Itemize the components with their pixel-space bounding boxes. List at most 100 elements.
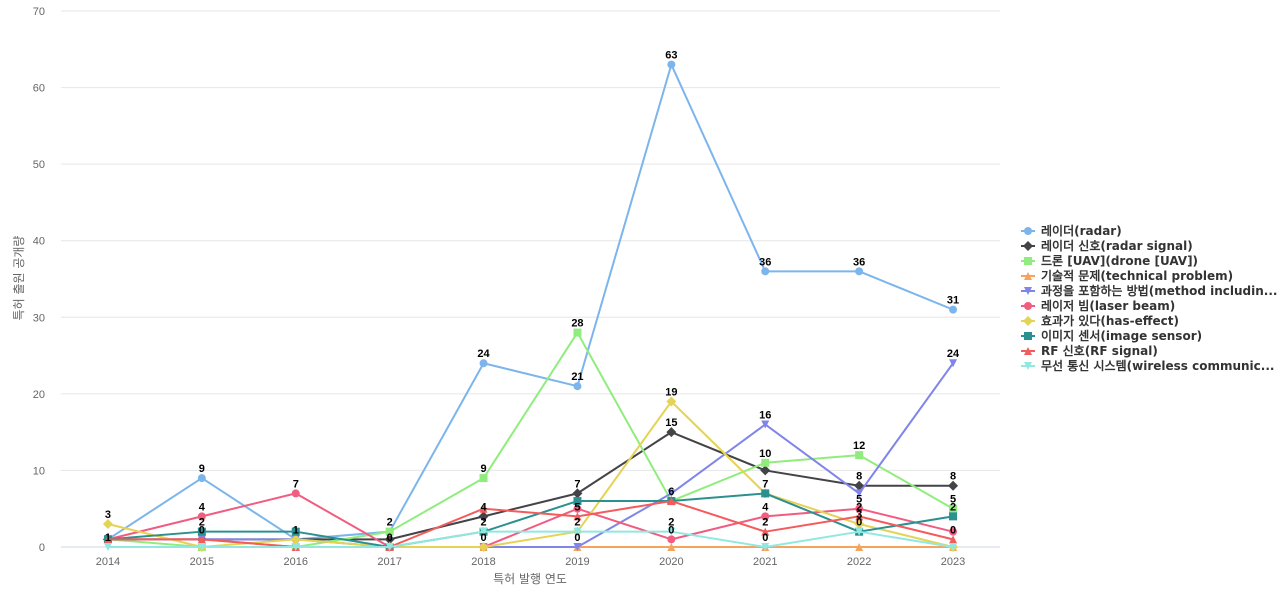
- legend-item: 드론 [UAV](drone [UAV]): [1021, 253, 1198, 268]
- legend-label: 무선 통신 시스템(wireless communic...: [1041, 358, 1274, 373]
- legend-item: RF 신호(RF signal): [1021, 343, 1158, 358]
- data-label: 12: [853, 440, 865, 452]
- data-label: 1: [293, 524, 299, 536]
- data-point: [197, 512, 206, 521]
- data-point: [949, 535, 958, 544]
- x-tick-label: 2022: [847, 556, 871, 568]
- data-label: 2: [574, 517, 580, 529]
- x-axis-title: 특허 발행 연도: [493, 571, 567, 586]
- data-point: [478, 542, 489, 552]
- data-point: [479, 527, 488, 536]
- data-point: [666, 427, 677, 438]
- data-point: [761, 527, 770, 536]
- data-label: 63: [665, 50, 677, 62]
- data-point: [949, 543, 958, 551]
- data-point: [761, 458, 770, 467]
- data-point: [949, 512, 958, 521]
- data-point: [667, 60, 676, 69]
- data-label: 0: [480, 532, 486, 544]
- legend-marker: [1024, 257, 1032, 265]
- data-label: 7: [574, 478, 580, 490]
- data-label: 0: [950, 524, 956, 536]
- data-point: [855, 527, 864, 536]
- data-point: [761, 489, 770, 498]
- data-point: [479, 504, 488, 513]
- data-point: [855, 489, 864, 498]
- y-axis-title: 특허 출원 공개량: [12, 236, 26, 321]
- data-point: [854, 519, 865, 530]
- x-tick-label: 2021: [753, 556, 777, 568]
- data-point: [290, 534, 301, 545]
- data-label: 24: [477, 348, 490, 360]
- legend-marker: [1024, 287, 1032, 295]
- legend-label: 레이더(radar): [1041, 223, 1122, 238]
- series-9: [103, 497, 958, 551]
- data-point: [291, 489, 300, 498]
- y-tick-label: 20: [33, 389, 45, 401]
- data-point: [572, 488, 583, 499]
- data-label: 2: [856, 501, 862, 513]
- data-point: [573, 504, 582, 513]
- data-point: [667, 527, 676, 536]
- legend-marker: [1024, 347, 1032, 355]
- legend-item: 효과가 있다(has-effect): [1021, 313, 1179, 328]
- data-point: [385, 527, 394, 536]
- data-point: [855, 504, 864, 513]
- data-label: 2: [387, 517, 393, 529]
- data-label: 0: [856, 517, 862, 529]
- series-line: [106, 331, 955, 548]
- x-tick-label: 2018: [471, 556, 495, 568]
- y-tick-label: 40: [33, 236, 45, 248]
- x-tick-label: 2016: [284, 556, 308, 568]
- legend-item: 과정을 포함하는 방법(method includin...: [1021, 283, 1277, 298]
- legend-item: 레이저 빔(laser beam): [1021, 298, 1175, 313]
- y-tick-label: 10: [33, 465, 45, 477]
- data-point: [761, 543, 770, 551]
- data-point: [385, 543, 394, 551]
- x-tick-label: 2015: [190, 556, 214, 568]
- data-label: 3: [105, 509, 111, 521]
- data-label: 2: [668, 517, 674, 529]
- data-point: [573, 527, 582, 536]
- legend-item: 이미지 센서(image sensor): [1021, 328, 1202, 343]
- legend-label: RF 신호(RF signal): [1041, 343, 1158, 358]
- data-point: [479, 474, 488, 483]
- data-label: 16: [759, 409, 771, 421]
- data-point: [384, 534, 395, 545]
- data-point: [760, 465, 771, 476]
- data-label: 21: [571, 371, 583, 383]
- data-label: 9: [199, 463, 205, 475]
- data-label: 0: [762, 532, 768, 544]
- data-label: 19: [665, 387, 677, 399]
- data-point: [291, 527, 300, 536]
- x-tick-label: 2019: [565, 556, 589, 568]
- data-label: 0: [199, 524, 205, 536]
- data-label: 36: [759, 256, 771, 268]
- y-axis: 0 10 20 30 40 50 60 70: [33, 6, 45, 554]
- legend-marker: [1024, 332, 1032, 340]
- data-label: 28: [571, 318, 583, 330]
- data-label: 1: [105, 532, 111, 544]
- series-4: [103, 535, 958, 551]
- legend-marker: [1024, 362, 1032, 370]
- data-label: 2: [480, 517, 486, 529]
- data-label: 4: [480, 501, 487, 513]
- data-point: [197, 543, 206, 551]
- legend-label: 레이더 신호(radar signal): [1041, 238, 1193, 253]
- series-line: [106, 492, 955, 548]
- data-label: 2: [762, 517, 768, 529]
- legend-label: 드론 [UAV](drone [UAV]): [1041, 253, 1198, 268]
- legend-label: 기술적 문제(technical problem): [1041, 268, 1233, 283]
- data-point: [573, 497, 582, 506]
- data-point: [197, 474, 206, 483]
- data-label: 0: [574, 532, 580, 544]
- legend-marker: [1024, 227, 1032, 235]
- data-point: [291, 543, 300, 551]
- data-label: 6: [668, 486, 674, 498]
- data-point: [573, 382, 582, 391]
- legend-item: 무선 통신 시스템(wireless communic...: [1021, 358, 1274, 373]
- legend-label: 과정을 포함하는 방법(method includin...: [1041, 283, 1277, 298]
- y-tick-label: 0: [39, 542, 45, 554]
- data-point: [666, 396, 677, 407]
- data-point: [478, 511, 489, 522]
